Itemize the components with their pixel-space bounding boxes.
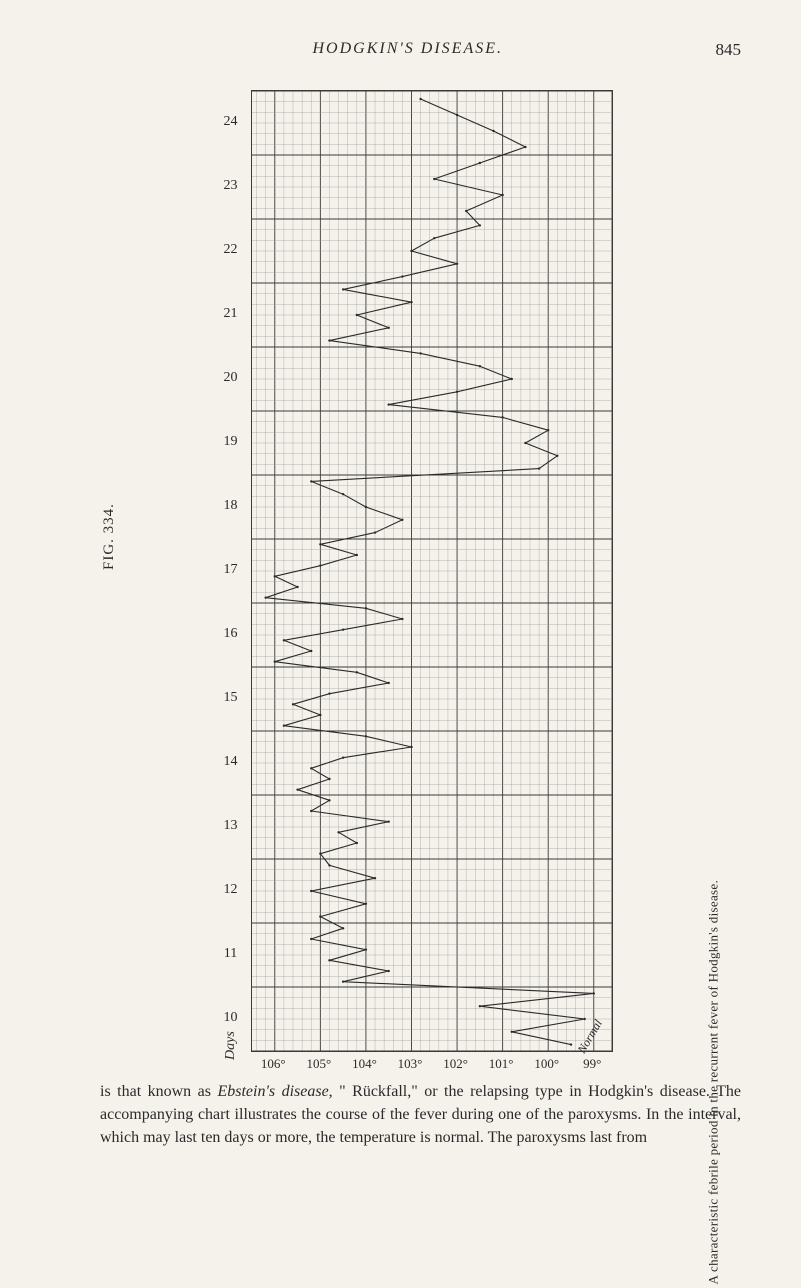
temp-label: 102° bbox=[436, 1056, 476, 1072]
day-label: 23 bbox=[216, 178, 246, 194]
axis-days-label: Days bbox=[223, 1031, 239, 1060]
fever-chart bbox=[251, 90, 613, 1052]
temp-label: 99° bbox=[572, 1056, 612, 1072]
body-text-span: is that known as Ebstein's disease, " Rü… bbox=[100, 1083, 741, 1146]
temp-label: 101° bbox=[481, 1056, 521, 1072]
day-label: 13 bbox=[216, 818, 246, 834]
day-label: 21 bbox=[216, 306, 246, 322]
figure-caption: A characteristic febrile period in the r… bbox=[706, 880, 722, 1285]
day-label: 18 bbox=[216, 498, 246, 514]
day-label: 15 bbox=[216, 690, 246, 706]
temp-label: 106° bbox=[253, 1056, 293, 1072]
temp-label: 103° bbox=[390, 1056, 430, 1072]
temp-label: 104° bbox=[344, 1056, 384, 1072]
day-label: 17 bbox=[216, 562, 246, 578]
figure-label: FIG. 334. bbox=[101, 503, 118, 570]
day-label: 12 bbox=[216, 882, 246, 898]
temp-label: 100° bbox=[527, 1056, 567, 1072]
day-label: 11 bbox=[216, 946, 246, 962]
day-label: 10 bbox=[216, 1010, 246, 1026]
fever-chart-svg bbox=[252, 91, 612, 1051]
header-title: HODGKIN'S DISEASE. bbox=[312, 40, 503, 60]
day-label: 22 bbox=[216, 242, 246, 258]
day-label: 24 bbox=[216, 114, 246, 130]
day-label: 19 bbox=[216, 434, 246, 450]
body-paragraph: is that known as Ebstein's disease, " Rü… bbox=[100, 1080, 741, 1150]
day-label: 20 bbox=[216, 370, 246, 386]
page-number: 845 bbox=[715, 40, 741, 60]
ebsteins-italic: Ebstein's disease bbox=[217, 1083, 328, 1100]
temp-label: 105° bbox=[299, 1056, 339, 1072]
running-head: HODGKIN'S DISEASE. 845 bbox=[100, 40, 741, 60]
day-label: 16 bbox=[216, 626, 246, 642]
day-label: 14 bbox=[216, 754, 246, 770]
figure-area: FIG. 334. A characteristic febrile perio… bbox=[161, 90, 681, 1070]
